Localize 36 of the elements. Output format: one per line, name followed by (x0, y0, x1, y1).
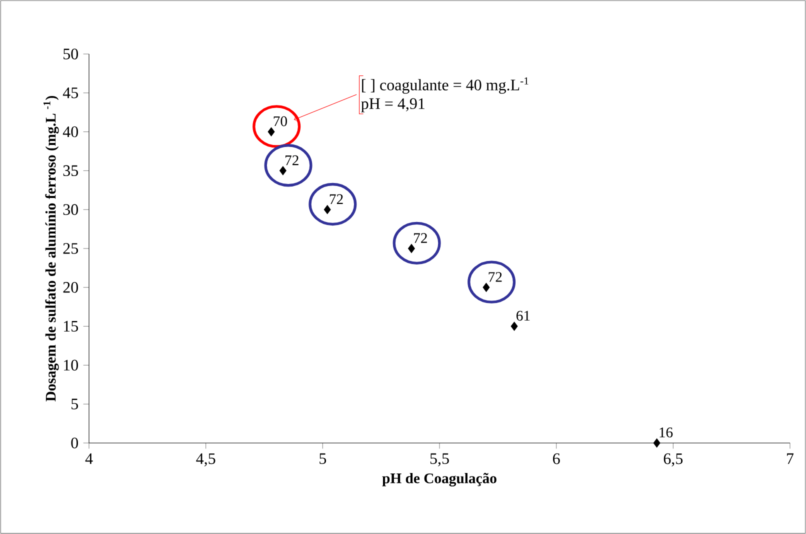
annotation: 16 (660, 428, 673, 438)
annotation: 61 (516, 310, 530, 321)
x-tick-label: 4,5 (196, 453, 216, 466)
point (324, 205, 331, 214)
y-tick-label: 50 (64, 48, 78, 60)
y-axis-title: Dosagem de sulfato de alumínio ferroso (mg.L $^{-1}$) (43, 96, 59, 402)
point (268, 127, 275, 136)
annotation: 72 (414, 233, 427, 243)
y-tick-label: 15 (64, 320, 78, 332)
y-tick-label: 25 (63, 243, 78, 254)
y-tick-label: 10 (64, 360, 78, 371)
x-tick-label: 4 (85, 453, 93, 464)
y-tick-label: 40 (62, 126, 78, 138)
annotation: [ ] coagulante = 40 mg.L$^{-1}$ (362, 77, 528, 94)
y-tick-label: 45 (62, 88, 78, 98)
point (279, 166, 286, 176)
x-tick-label: 6,5 (664, 453, 683, 466)
point (482, 282, 490, 292)
x-tick-label: 5 (320, 453, 326, 464)
annotation: pH = 4,91 (361, 98, 424, 112)
point (653, 438, 660, 448)
x-axis-title: pH de Coagulação (382, 472, 496, 486)
point (408, 244, 415, 254)
y-tick-label: 30 (63, 204, 78, 215)
x-tick-label: 6 (553, 453, 560, 464)
y-tick-label: 20 (63, 282, 78, 293)
x-tick-label: 5,5 (430, 453, 449, 466)
point (510, 322, 518, 331)
y-tick-label: 5 (72, 398, 78, 410)
annotation: 72 (330, 194, 343, 204)
annotation: 70 (274, 116, 287, 126)
y-tick-label: 35 (63, 165, 78, 176)
annotation: 72 (488, 272, 502, 282)
x-tick-label: 7 (787, 453, 794, 464)
y-tick-label: 0 (71, 438, 78, 448)
annotation: 72 (286, 155, 298, 166)
